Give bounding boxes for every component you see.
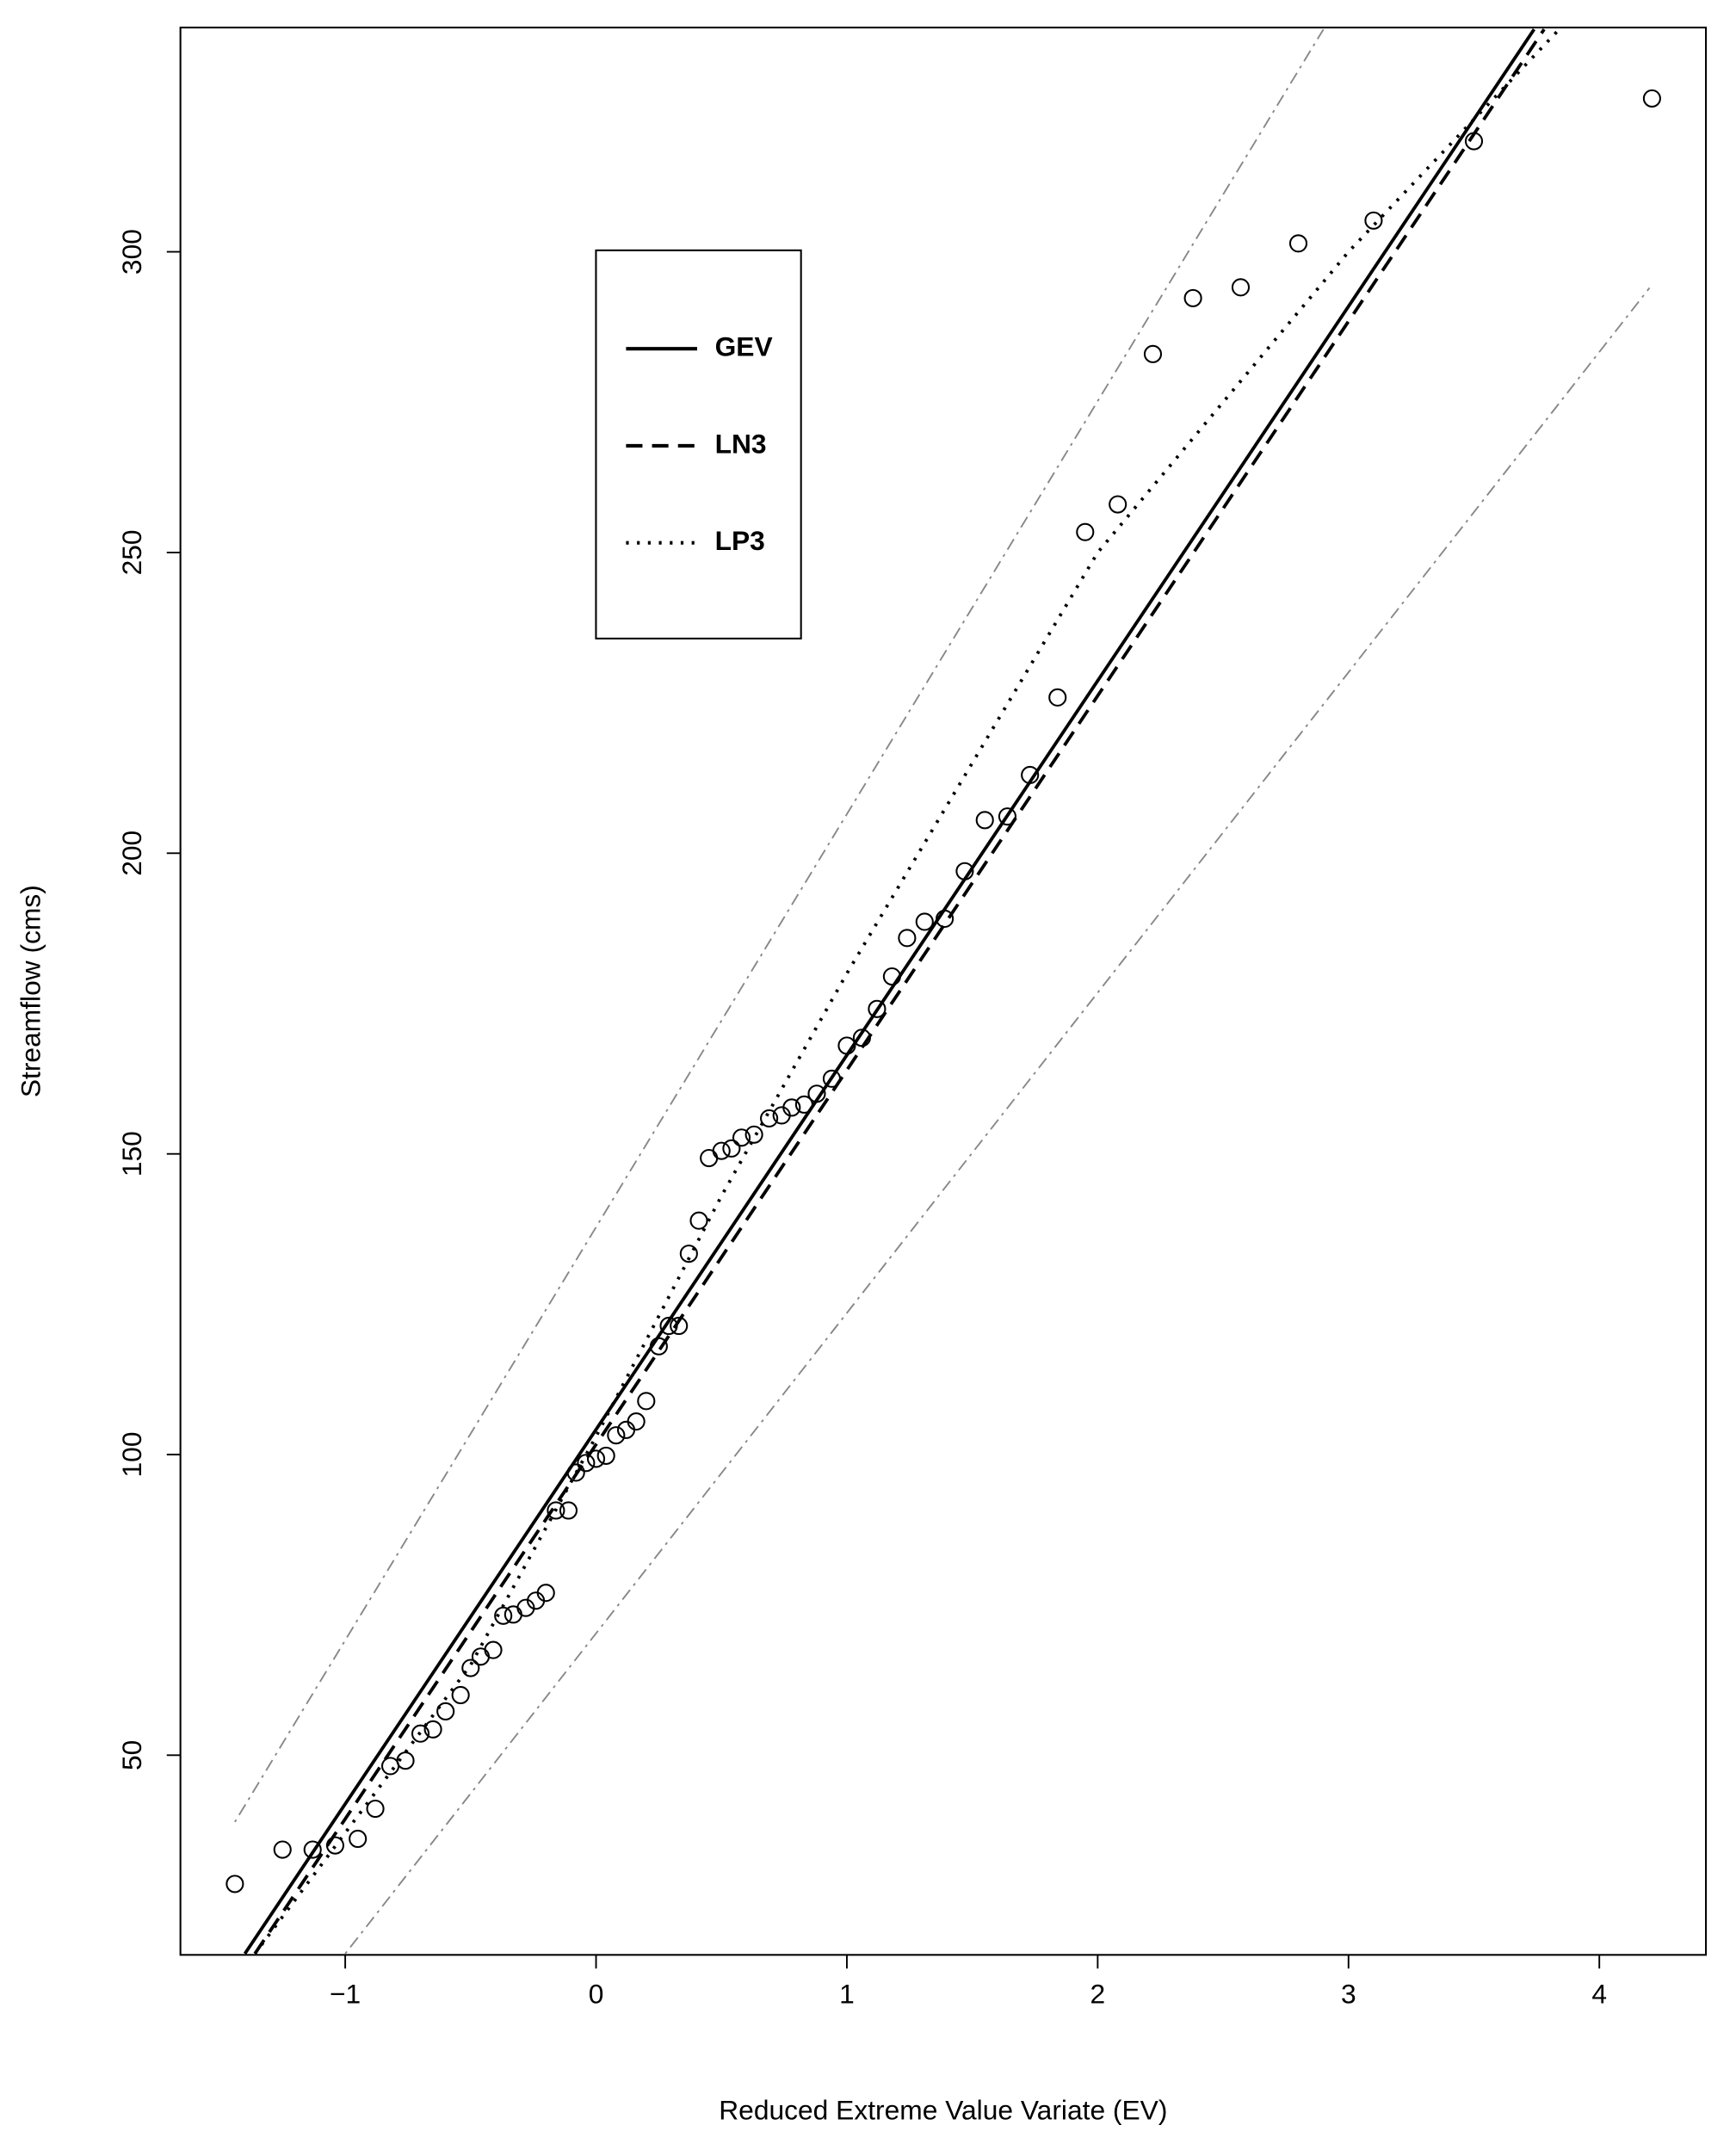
data-point [679, 1245, 698, 1263]
data-point [423, 1720, 442, 1739]
plot-area [225, 28, 1661, 1955]
data-point [1183, 288, 1202, 307]
data-point [436, 1702, 455, 1720]
y-tick-label: 150 [116, 1131, 147, 1177]
data-point [915, 912, 934, 931]
data-point [637, 1392, 656, 1411]
data-point [484, 1640, 503, 1659]
data-point [1464, 132, 1484, 151]
data-point [396, 1751, 415, 1770]
confidence-line [344, 287, 1651, 1955]
x-tick-label: 2 [1090, 1978, 1106, 2009]
y-tick-label: 50 [116, 1740, 147, 1770]
data-point [1048, 688, 1067, 707]
data-point [1288, 234, 1308, 253]
data-point [494, 1606, 513, 1625]
data-point [1231, 278, 1251, 297]
data-point [998, 807, 1017, 826]
fit-line [243, 28, 1536, 1955]
data-point [607, 1426, 626, 1445]
data-point [852, 1029, 871, 1047]
confidence-line [234, 28, 1325, 1823]
data-point [273, 1840, 292, 1859]
data-point [547, 1501, 565, 1520]
data-point [225, 1875, 244, 1893]
x-axis-label: Reduced Extreme Value Variate (EV) [719, 2094, 1167, 2125]
data-point [577, 1454, 596, 1473]
data-point [712, 1141, 731, 1160]
x-tick-label: 4 [1591, 1978, 1607, 2009]
y-tick-label: 200 [116, 831, 147, 876]
data-point [586, 1449, 606, 1468]
data-point [1021, 765, 1040, 785]
data-point [837, 1036, 856, 1055]
data-point [936, 909, 954, 929]
data-point [822, 1069, 842, 1088]
data-point [689, 1211, 708, 1230]
x-tick-label: −1 [330, 1978, 361, 2009]
data-point [955, 862, 974, 880]
data-point [303, 1840, 322, 1859]
data-point [898, 929, 917, 948]
data-point [1143, 344, 1163, 363]
data-point [1076, 522, 1095, 541]
data-point [536, 1584, 555, 1603]
data-point [461, 1659, 480, 1677]
data-point [559, 1501, 578, 1520]
data-point [596, 1446, 615, 1465]
x-tick-label: 1 [839, 1978, 855, 2009]
data-point [807, 1084, 826, 1103]
legend-label: GEV [715, 331, 773, 362]
data-point [566, 1463, 585, 1482]
data-point [349, 1829, 368, 1849]
y-tick-label: 300 [116, 229, 147, 275]
data-point [670, 1316, 689, 1336]
data-point [1364, 211, 1383, 230]
data-point [1109, 495, 1127, 514]
legend-label: LP3 [715, 525, 765, 556]
x-tick-label: 3 [1341, 1978, 1356, 2009]
data-point [722, 1139, 741, 1158]
data-point [649, 1337, 668, 1356]
plot-frame [179, 26, 1708, 1956]
legend-label: LN3 [715, 428, 767, 459]
data-point [451, 1685, 470, 1705]
y-tick-label: 250 [116, 529, 147, 575]
data-point [732, 1128, 751, 1147]
data-point [744, 1125, 763, 1144]
data-point [782, 1098, 801, 1117]
y-axis-label: Streamflow (cms) [15, 885, 46, 1097]
data-point [1642, 89, 1661, 108]
data-point [882, 967, 901, 986]
data-point [366, 1799, 385, 1819]
y-tick-label: 100 [116, 1432, 147, 1478]
data-point [325, 1836, 345, 1855]
fit-line [253, 28, 1546, 1955]
data-point [411, 1724, 430, 1743]
data-point [760, 1109, 779, 1127]
data-point [659, 1316, 678, 1336]
data-point [627, 1412, 646, 1431]
x-tick-label: 0 [589, 1978, 604, 2009]
data-point [868, 999, 887, 1018]
data-point [975, 811, 994, 830]
data-point [794, 1095, 813, 1114]
